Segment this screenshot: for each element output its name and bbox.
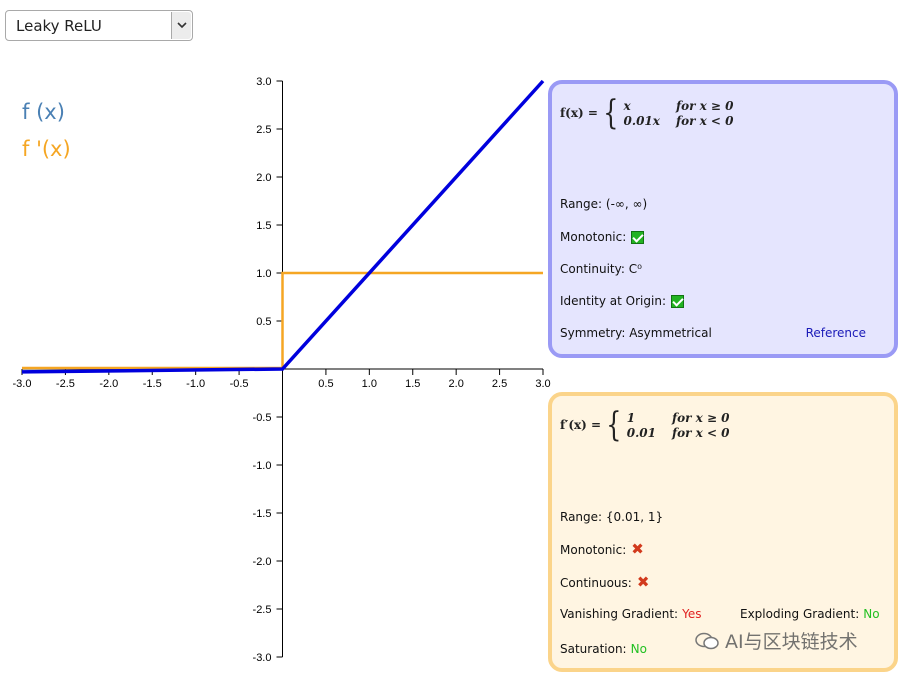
x-tick-label: 1.0	[362, 378, 377, 390]
exploding-gradient-label: Exploding Gradient:	[740, 607, 860, 621]
x-tick-label: -0.5	[230, 378, 249, 390]
saturation-value: No	[630, 642, 647, 656]
watermark: AI与区块链技术	[695, 627, 858, 654]
case-cond: for x < 0	[675, 113, 734, 128]
formula-lhs: f(x) =	[560, 106, 598, 120]
monotonic-label: Monotonic:	[560, 542, 627, 557]
derivative-info-panel: f′(x) = { 1 for x ≥ 0 0.01 for x < 0 Ran…	[548, 392, 898, 672]
check-icon	[671, 294, 684, 308]
y-tick-label: 1.0	[256, 268, 271, 280]
x-tick-label: -1.0	[186, 378, 205, 390]
y-tick-label: -0.5	[253, 412, 272, 424]
exploding-gradient-value: No	[863, 607, 880, 621]
formula-brace: {	[606, 405, 622, 445]
y-tick-label: -1.5	[253, 508, 272, 520]
x-tick-label: 2.0	[449, 378, 464, 390]
legend-df: f '(x)	[22, 137, 71, 161]
symmetry-row: Symmetry: Asymmetrical	[560, 326, 712, 340]
series-lines	[21, 79, 545, 374]
y-tick-label: 3.0	[256, 76, 271, 88]
x-tick-label: -3.0	[13, 378, 32, 390]
range-row: Range: (-∞, ∞)	[560, 197, 647, 211]
range-value: {0.01, 1}	[605, 510, 664, 524]
x-tick-label: -2.5	[56, 378, 75, 390]
x-tick-label: 0.5	[318, 378, 333, 390]
range-label: Range:	[560, 197, 603, 211]
y-tick-label: 2.5	[256, 124, 271, 136]
case-expr: 0.01x	[623, 113, 660, 128]
continuity-label: Continuity:	[560, 262, 625, 276]
monotonic-row: Monotonic: ✖	[560, 542, 644, 557]
activation-function-selected: Leaky ReLU	[16, 17, 102, 35]
case-cond: for x ≥ 0	[675, 98, 734, 113]
function-info-panel: f(x) = { x for x ≥ 0 0.01x for x < 0 Ran…	[548, 80, 898, 358]
y-tick-label: 2.0	[256, 172, 271, 184]
identity-row: Identity at Origin:	[560, 294, 684, 308]
y-tick-label: 1.5	[256, 220, 271, 232]
reference-link[interactable]: Reference	[805, 326, 866, 340]
formula-brace: {	[603, 93, 619, 133]
x-tick-label: 1.5	[405, 378, 420, 390]
y-tick-label: -3.0	[253, 652, 272, 664]
watermark-text: AI与区块链技术	[725, 631, 858, 653]
derivative-formula: f′(x) = { 1 for x ≥ 0 0.01 for x < 0	[560, 408, 730, 442]
formula-lhs: f′(x) =	[560, 418, 602, 432]
range-value: (-∞, ∞)	[605, 197, 648, 211]
saturation-label: Saturation:	[560, 642, 627, 656]
symmetry-value: Asymmetrical	[629, 326, 712, 340]
x-tick-label: 3.0	[535, 378, 550, 390]
y-tick-label: -1.0	[253, 460, 272, 472]
wechat-icon	[695, 632, 719, 649]
exploding-gradient-row: Exploding Gradient: No	[740, 607, 880, 621]
vanishing-gradient-row: Vanishing Gradient: Yes	[560, 607, 701, 621]
case-expr: 1	[626, 410, 636, 425]
function-line	[21, 79, 545, 374]
monotonic-row: Monotonic:	[560, 230, 645, 244]
y-tick-label: 0.5	[256, 316, 271, 328]
monotonic-label: Monotonic:	[560, 230, 627, 244]
vanishing-gradient-label: Vanishing Gradient:	[560, 607, 679, 621]
y-tick-label: -2.0	[253, 556, 272, 568]
cross-icon: ✖	[636, 573, 650, 591]
legend-f: f (x)	[22, 100, 65, 124]
function-formula: f(x) = { x for x ≥ 0 0.01x for x < 0	[560, 96, 734, 130]
derivative-line	[22, 271, 543, 370]
chevron-down-icon[interactable]	[171, 12, 191, 39]
continuity-value: C⁰	[628, 262, 642, 276]
check-icon	[631, 230, 645, 244]
x-tick-label: 2.5	[492, 378, 507, 390]
y-tick-label: -2.5	[253, 604, 272, 616]
case-expr: 0.01	[626, 425, 656, 440]
x-tick-label: -1.5	[143, 378, 162, 390]
range-label: Range:	[560, 510, 603, 524]
cross-icon: ✖	[631, 540, 644, 558]
identity-label: Identity at Origin:	[560, 294, 666, 308]
x-tick-label: -2.0	[99, 378, 118, 390]
continuous-label: Continuous:	[560, 575, 632, 590]
symmetry-label: Symmetry:	[560, 326, 626, 340]
continuity-row: Continuity: C⁰	[560, 262, 642, 276]
continuous-row: Continuous: ✖	[560, 575, 649, 590]
activation-function-select[interactable]: Leaky ReLU	[5, 10, 193, 41]
case-cond: for x < 0	[671, 425, 730, 440]
range-row: Range: {0.01, 1}	[560, 510, 663, 524]
saturation-row: Saturation: No	[560, 642, 647, 656]
case-cond: for x ≥ 0	[671, 410, 730, 425]
vanishing-gradient-value: Yes	[682, 607, 702, 621]
case-expr: x	[623, 98, 631, 113]
